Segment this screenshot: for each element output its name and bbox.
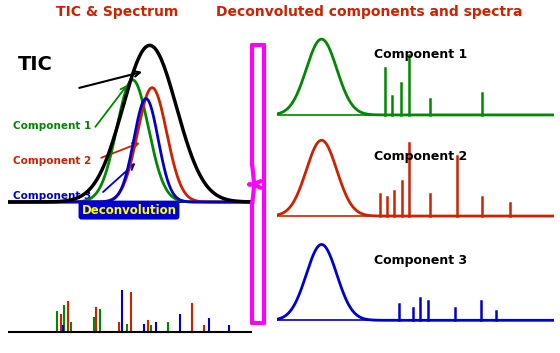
Text: Component 3: Component 3 bbox=[13, 191, 91, 201]
Text: Component 3: Component 3 bbox=[374, 254, 468, 267]
Text: Component 2: Component 2 bbox=[374, 150, 468, 162]
Text: Deconvolution: Deconvolution bbox=[82, 204, 176, 217]
Text: TIC & Spectrum: TIC & Spectrum bbox=[57, 5, 179, 19]
Text: TIC: TIC bbox=[18, 55, 53, 74]
Text: Component 1: Component 1 bbox=[374, 48, 468, 61]
Text: Deconvoluted components and spectra: Deconvoluted components and spectra bbox=[216, 5, 523, 19]
Text: Component 1: Component 1 bbox=[13, 121, 91, 131]
Text: Component 2: Component 2 bbox=[13, 156, 91, 166]
